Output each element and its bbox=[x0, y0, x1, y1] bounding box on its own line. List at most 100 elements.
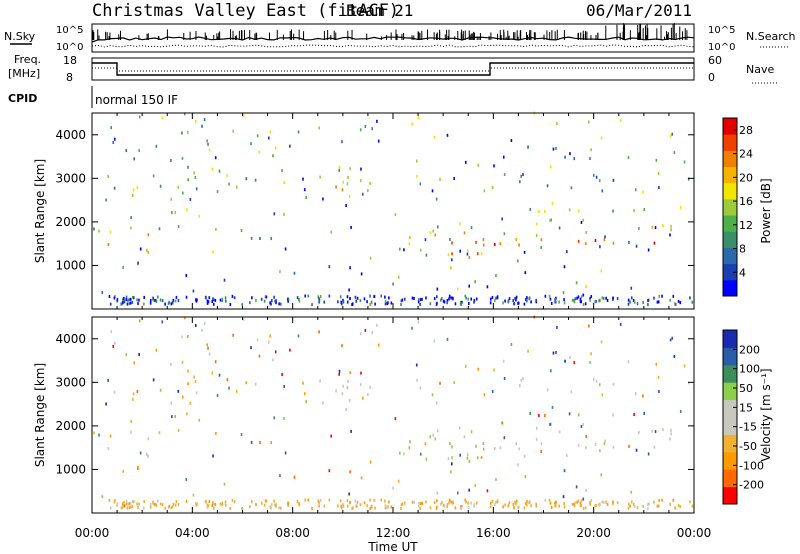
power-cell bbox=[601, 296, 604, 300]
velocity-cell bbox=[573, 361, 576, 365]
velocity-cell bbox=[496, 499, 499, 503]
velocity-cell bbox=[439, 381, 441, 385]
power-cell bbox=[287, 297, 290, 301]
power-cell bbox=[595, 175, 598, 179]
power-cell bbox=[683, 160, 686, 164]
power-cell bbox=[464, 160, 467, 164]
velocity-cell bbox=[392, 486, 394, 490]
velocity-cell bbox=[279, 474, 281, 478]
power-cell bbox=[319, 175, 321, 179]
power-cell bbox=[264, 295, 267, 299]
freq-line bbox=[92, 62, 694, 76]
power-cell bbox=[177, 224, 180, 228]
power-cell bbox=[386, 302, 389, 306]
velocity-cell bbox=[369, 506, 372, 510]
velocity-cell bbox=[342, 504, 345, 508]
power-cell bbox=[272, 154, 274, 158]
power-cell bbox=[520, 174, 522, 178]
velocity-cell bbox=[122, 504, 124, 508]
power-cell bbox=[194, 120, 197, 124]
velocity-cell bbox=[495, 477, 497, 481]
velocity-cell bbox=[384, 506, 387, 510]
velocity-cell bbox=[136, 502, 138, 506]
power-cell bbox=[489, 297, 492, 301]
velocity-cell bbox=[585, 488, 587, 492]
velocity-cell bbox=[653, 500, 655, 504]
time-tick-label: 20:00 bbox=[576, 526, 611, 540]
power-cell bbox=[632, 298, 635, 302]
velocity-cell bbox=[283, 416, 285, 420]
power-cell bbox=[122, 298, 124, 302]
velocity-cell bbox=[651, 429, 653, 433]
power-cell bbox=[278, 302, 280, 306]
velocity-cell bbox=[643, 411, 646, 415]
power-cell bbox=[494, 296, 497, 300]
power-cell bbox=[419, 302, 421, 306]
power-cell bbox=[172, 298, 175, 302]
power-cell bbox=[604, 235, 606, 239]
power-colorbar-band bbox=[723, 150, 737, 168]
velocity-cell bbox=[655, 362, 658, 366]
velocity-cell bbox=[359, 503, 362, 507]
velocity-cell bbox=[289, 348, 291, 352]
velocity-cell bbox=[206, 503, 209, 507]
velocity-cell bbox=[342, 502, 344, 506]
power-cell bbox=[221, 297, 224, 301]
power-cell bbox=[161, 299, 164, 303]
velocity-colorbar-frame bbox=[722, 329, 738, 505]
power-cell bbox=[589, 157, 591, 161]
velocity-cell bbox=[577, 443, 580, 447]
power-cell bbox=[669, 134, 672, 138]
velocity-cell bbox=[562, 495, 565, 499]
velocity-colorbar-tick-label: 15 bbox=[739, 401, 753, 414]
range-tick-label: 1000 bbox=[55, 258, 86, 272]
power-cell bbox=[139, 247, 142, 251]
velocity-cell bbox=[181, 335, 183, 339]
velocity-cell bbox=[482, 447, 485, 451]
power-cell bbox=[171, 301, 174, 305]
power-cell bbox=[107, 174, 109, 178]
power-cell bbox=[588, 120, 590, 124]
velocity-cell bbox=[546, 388, 549, 392]
velocity-cell bbox=[195, 391, 198, 395]
power-cell bbox=[110, 126, 112, 130]
power-cell bbox=[120, 302, 123, 306]
velocity-cell bbox=[601, 393, 604, 397]
velocity-cell bbox=[673, 354, 676, 358]
power-cell bbox=[433, 297, 436, 301]
velocity-cell bbox=[654, 430, 657, 434]
velocity-cell bbox=[450, 500, 452, 504]
beam-title: Beam 21 bbox=[346, 1, 413, 20]
velocity-cell bbox=[341, 344, 343, 348]
velocity-cell bbox=[443, 504, 446, 508]
time-tick-label: 08:00 bbox=[275, 526, 310, 540]
velocity-cell bbox=[212, 506, 215, 510]
velocity-cell bbox=[156, 499, 159, 503]
power-cell bbox=[384, 300, 387, 304]
power-cell bbox=[616, 297, 619, 301]
velocity-cell bbox=[493, 503, 496, 507]
power-cell bbox=[522, 173, 524, 177]
velocity-cell bbox=[554, 501, 556, 505]
velocity-cell bbox=[502, 359, 505, 363]
velocity-cell bbox=[269, 334, 272, 338]
velocity-cell bbox=[272, 358, 274, 362]
power-colorbar-band bbox=[723, 198, 737, 216]
power-cell bbox=[570, 186, 573, 190]
power-cell bbox=[564, 155, 566, 159]
power-cell bbox=[515, 237, 517, 241]
velocity-cell bbox=[510, 343, 513, 347]
power-cell bbox=[155, 144, 158, 148]
velocity-cell bbox=[515, 499, 518, 503]
velocity-cell bbox=[454, 506, 457, 510]
velocity-cell bbox=[128, 506, 131, 510]
power-cell bbox=[400, 299, 403, 303]
velocity-cell bbox=[592, 377, 595, 381]
velocity-cell bbox=[584, 506, 587, 510]
power-cell bbox=[656, 300, 659, 304]
velocity-cell bbox=[647, 502, 649, 506]
velocity-cell bbox=[638, 430, 640, 434]
power-cell bbox=[642, 300, 644, 304]
power-cell bbox=[366, 300, 368, 304]
power-cell bbox=[558, 226, 561, 230]
